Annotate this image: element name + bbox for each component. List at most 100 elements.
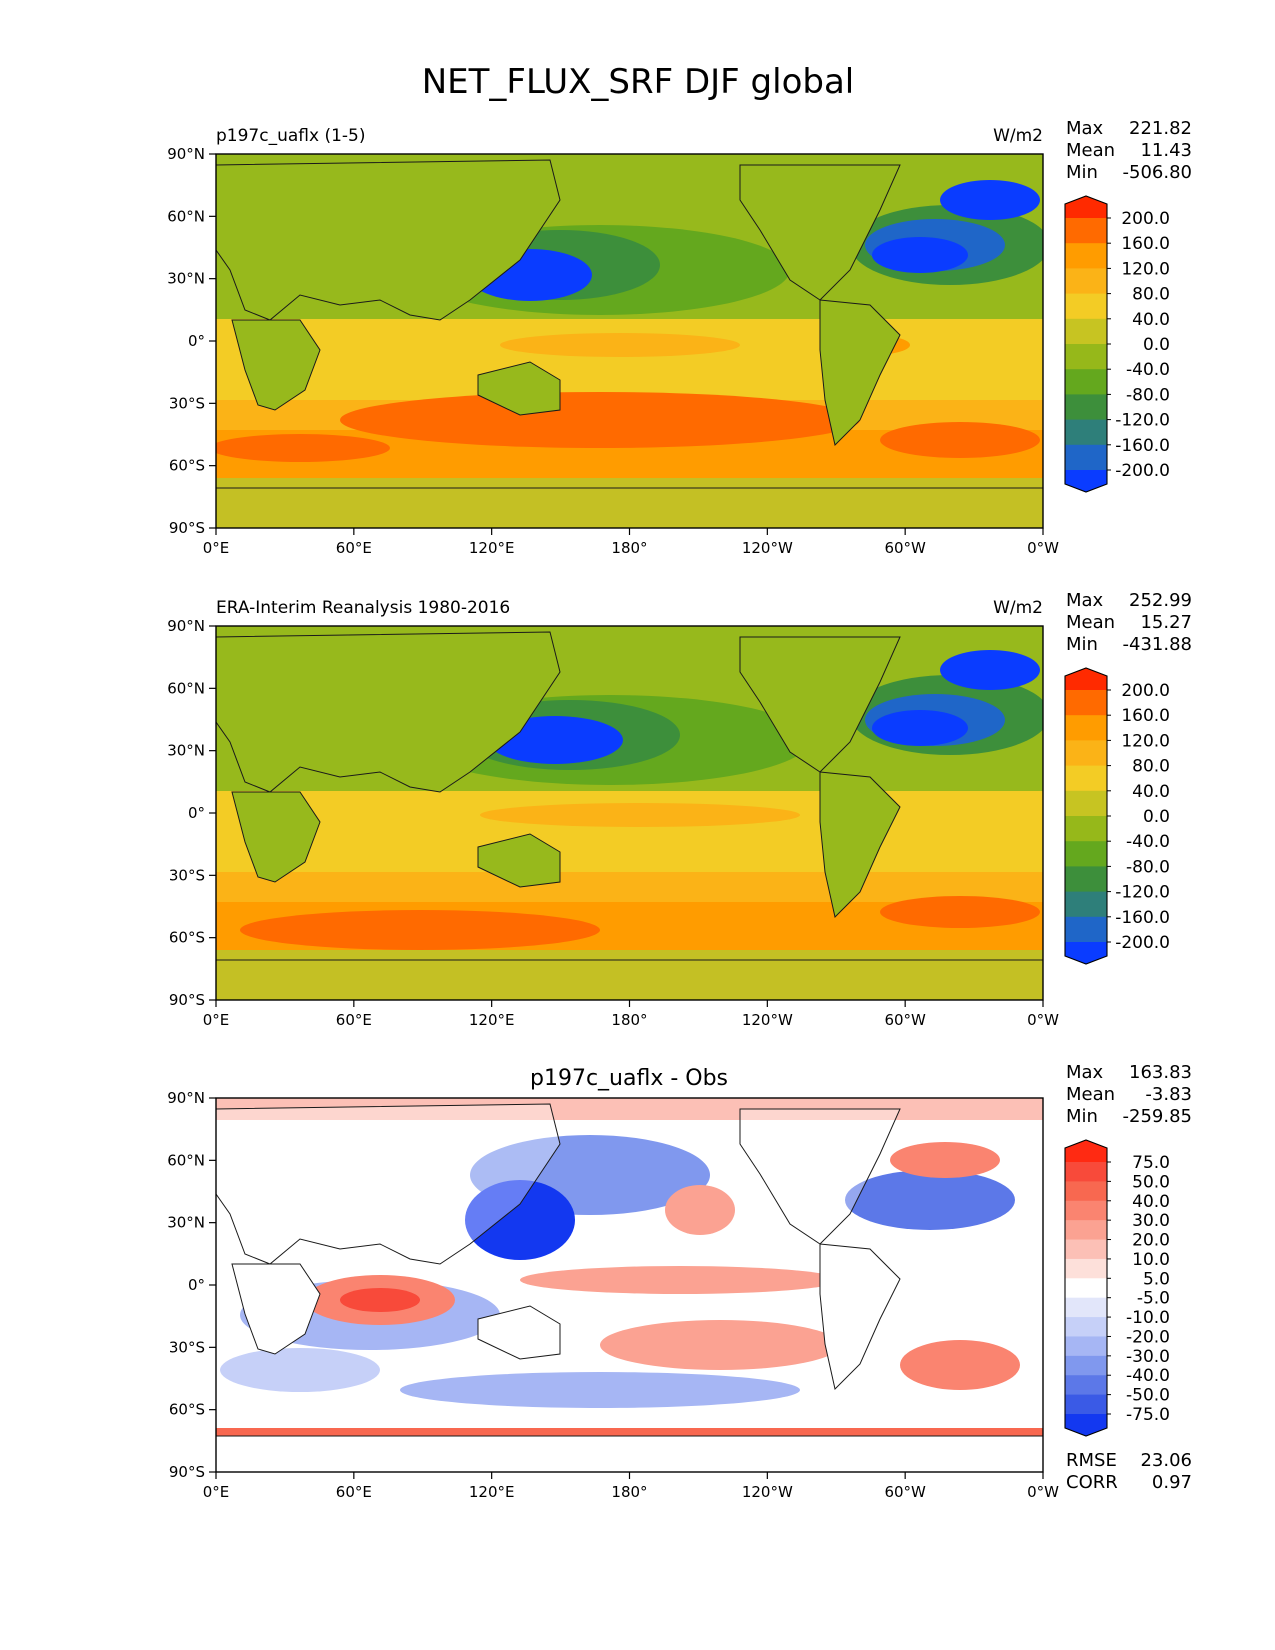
colorbar-tick-label: 160.0 [1121, 234, 1170, 254]
lat-tick-label: 90°S [169, 1463, 205, 1481]
stat-value: 15.27 [1140, 612, 1192, 633]
colorbar-tick-label: -80.0 [1126, 857, 1170, 877]
colorbar-tick-label: -50.0 [1126, 1386, 1170, 1406]
colorbar-segment [1065, 790, 1107, 817]
lat-tick-label: 0° [188, 804, 205, 822]
lat-tick-label: 0° [188, 332, 205, 350]
colorbar-tick-label: 0.0 [1143, 335, 1170, 355]
lat-tick-label: 30°S [169, 866, 205, 884]
stat-label: Mean [1066, 612, 1115, 633]
lat-tick-label: 30°N [167, 1214, 205, 1232]
stat-label: Max [1066, 590, 1104, 611]
colorbar-segment [1065, 1355, 1107, 1376]
lon-tick-label: 120°E [469, 1483, 515, 1501]
colorbar-segment [1065, 344, 1107, 370]
metric-value: 0.97 [1152, 1472, 1192, 1493]
colorbar-segment [1065, 1394, 1107, 1415]
lat-tick-label: 30°N [167, 270, 205, 288]
colorbar-tick-label: 40.0 [1132, 782, 1170, 802]
colorbar-tick-label: 200.0 [1121, 681, 1170, 701]
lat-tick-label: 90°S [169, 991, 205, 1009]
lon-tick-label: 120°E [469, 539, 515, 557]
stat-label: Min [1066, 634, 1098, 655]
lon-tick-label: 0°W [1027, 539, 1059, 557]
lat-tick-label: 90°S [169, 519, 205, 537]
lon-tick-label: 180° [611, 539, 647, 557]
stat-label: Mean [1066, 140, 1115, 161]
colorbar-segment [1065, 1200, 1107, 1221]
colorbar-tick-label: 75.0 [1132, 1153, 1170, 1173]
colorbar-tick-label: 5.0 [1143, 1269, 1170, 1289]
colorbar-tick-label: 40.0 [1132, 1192, 1170, 1212]
colorbar-outline [1064, 1139, 1108, 1437]
colorbar-segment [1065, 916, 1107, 943]
stat-label: Mean [1066, 1084, 1115, 1105]
lon-tick-label: 0°E [203, 1011, 230, 1029]
colorbar-segment [1065, 268, 1107, 295]
colorbar-segment [1065, 369, 1107, 395]
colorbar-tick-label: -10.0 [1126, 1308, 1170, 1328]
lon-tick-label: 120°W [742, 1483, 793, 1501]
side-info: Max 221.82 Mean 11.43 Min -506.80 200.0 160.0 12… [1064, 118, 1192, 1493]
lon-tick-label: 0°W [1027, 1011, 1059, 1029]
colorbar-tick-label: 120.0 [1121, 731, 1170, 751]
colorbar-segment [1065, 318, 1107, 345]
colorbar-tick-label: 20.0 [1132, 1231, 1170, 1251]
colorbar-segment [1065, 690, 1107, 716]
colorbar-segment [1065, 1162, 1107, 1182]
panel-difference: p197c_uaflx - Obs [215, 1066, 1044, 1473]
lat-tick-label: 60°S [169, 1401, 205, 1419]
stat-label: Min [1066, 162, 1098, 183]
colorbar-tick-label: 0.0 [1143, 807, 1170, 827]
colorbar-segment [1065, 1258, 1107, 1279]
stat-value: -431.88 [1123, 634, 1192, 655]
lon-tick-label: 120°E [469, 1011, 515, 1029]
colorbar-extend-min [1065, 942, 1107, 964]
colorbar-tick-label: -40.0 [1126, 832, 1170, 852]
lon-tick-label: 60°W [884, 1483, 926, 1501]
colorbar-extend-max [1065, 1140, 1107, 1162]
lat-tick-label: 0° [188, 1276, 205, 1294]
lon-tick-label: 60°W [884, 1011, 926, 1029]
colorbar-extend-min [1065, 470, 1107, 492]
colorbar-extend-max [1065, 668, 1107, 690]
colorbar-tick-label: 30.0 [1132, 1211, 1170, 1231]
stat-value: -3.83 [1145, 1084, 1192, 1105]
lat-tick-label: 30°N [167, 742, 205, 760]
lat-tick-label: 60°S [169, 929, 205, 947]
colorbar-segment [1065, 765, 1107, 792]
lon-tick-label: 0°W [1027, 1483, 1059, 1501]
lon-tick-label: 0°E [203, 539, 230, 557]
colorbar-tick-label: 80.0 [1132, 757, 1170, 777]
map-field-difference [216, 1098, 1043, 1472]
stat-label: Max [1066, 118, 1104, 139]
colorbar-segment [1065, 1239, 1107, 1260]
colorbar-segment [1065, 866, 1107, 893]
colorbar-tick-label: 200.0 [1121, 209, 1170, 229]
lat-tick-label: 30°S [169, 394, 205, 412]
panel-reference: ERA-Interim Reanalysis 1980-2016 W/m2 [215, 598, 1044, 1001]
colorbar-segment [1065, 891, 1107, 918]
stat-value: 11.43 [1140, 140, 1192, 161]
colorbar-tick-label: -160.0 [1115, 908, 1170, 928]
colorbar-segment [1065, 1375, 1107, 1396]
metric-value: 23.06 [1140, 1450, 1192, 1471]
colorbar-segment [1065, 715, 1107, 741]
colorbar-tick-label: -80.0 [1126, 385, 1170, 405]
colorbar-tick-label: -120.0 [1115, 411, 1170, 431]
colorbar-tick-label: -40.0 [1126, 360, 1170, 380]
continents-test [216, 159, 1043, 528]
continents-reference [216, 631, 1043, 1000]
colorbar-tick-label: -200.0 [1115, 933, 1170, 953]
stat-value: 163.83 [1129, 1062, 1192, 1083]
colorbar-tick-label: 160.0 [1121, 706, 1170, 726]
lon-tick-label: 120°W [742, 539, 793, 557]
colorbar-tick-label: 10.0 [1132, 1250, 1170, 1270]
lat-tick-label: 60°N [167, 679, 205, 697]
colorbar-segment [1065, 444, 1107, 471]
colorbar-segment [1065, 419, 1107, 446]
stat-value: -259.85 [1123, 1106, 1192, 1127]
lat-tick-label: 60°N [167, 1151, 205, 1169]
lat-tick-label: 60°N [167, 207, 205, 225]
